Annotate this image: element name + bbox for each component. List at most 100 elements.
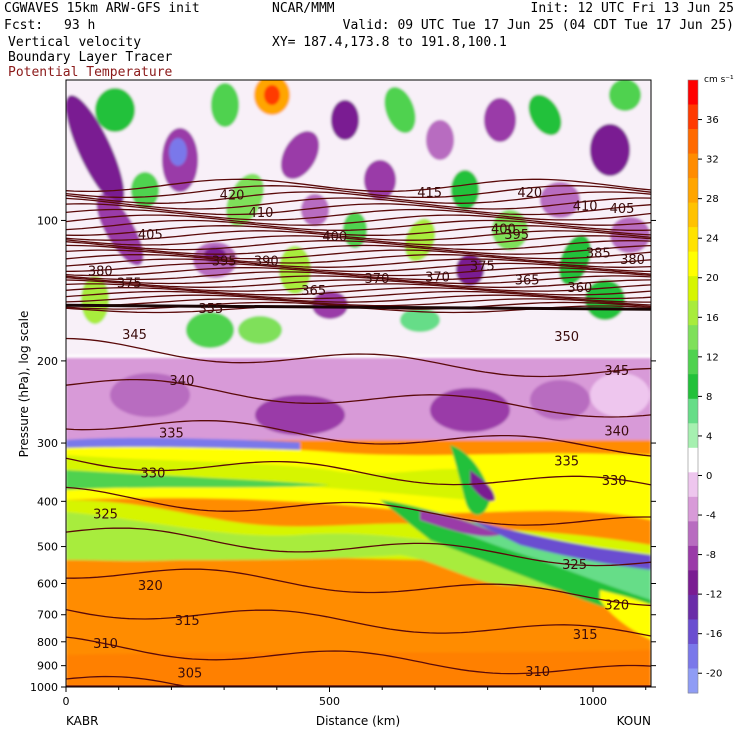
y-tick-label: 1000 — [30, 681, 58, 694]
theta-label: 400 — [491, 222, 516, 237]
header-init: Init: 12 UTC Fri 13 Jun 25 — [530, 1, 735, 16]
theta-label: 410 — [573, 200, 598, 215]
colorbar: 36 32 28 24 20 16 12 8 4 0 -4 -8 -12 -16 -20 — [687, 79, 722, 694]
theta-contour-422.5 — [66, 178, 651, 193]
theta-label: 370 — [365, 272, 390, 287]
theta-contour-390 — [66, 249, 651, 260]
colorbar-swatch — [688, 251, 698, 277]
theta-contour-392.5 — [66, 244, 651, 255]
theta-contour-400 — [66, 230, 651, 241]
x-start-station-label: KABR — [66, 714, 98, 728]
header-org: NCAR/MMM — [272, 1, 335, 16]
theta-label: 310 — [93, 637, 118, 652]
theta-label: 345 — [122, 328, 147, 343]
colorbar-tick-label: -20 — [706, 669, 722, 680]
y-tick-label: 800 — [37, 636, 58, 649]
colorbar-swatch — [688, 668, 698, 694]
tropopause-line — [66, 303, 651, 311]
theta-contour-377.5 — [66, 271, 651, 281]
x-tick-label: 1000 — [579, 695, 607, 708]
colorbar-tick-label: 8 — [706, 392, 712, 403]
colorbar-swatch — [688, 153, 698, 179]
theta-contour-345 — [66, 378, 651, 418]
theta-contour-305 — [66, 675, 651, 687]
colorbar-swatch — [688, 447, 698, 473]
x-end-station-label: KOUN — [617, 714, 651, 728]
theta-contour-415 — [66, 197, 651, 210]
y-axis-label: Pressure (hPa), log scale — [17, 311, 31, 458]
theta-label: 325 — [93, 508, 118, 523]
colorbar-tick-label: 36 — [706, 115, 719, 126]
colorbar-tick-label: -8 — [706, 550, 716, 561]
colorbar-swatch — [688, 80, 698, 106]
y-tick-label: 500 — [37, 541, 58, 554]
theta-label: 345 — [604, 364, 629, 379]
colorbar-tick-label: -12 — [706, 590, 722, 601]
theta-label: 305 — [177, 666, 202, 681]
colorbar-swatch — [688, 276, 698, 302]
colorbar-swatch — [688, 619, 698, 645]
theta-contour-372.5 — [66, 279, 651, 289]
theta-contour-340 — [66, 420, 651, 457]
header-valid: Valid: 09 UTC Tue 17 Jun 25 (04 CDT Tue … — [342, 18, 734, 33]
colorbar-tick-label: 4 — [706, 431, 712, 442]
colorbar-swatch — [688, 423, 698, 449]
theta-contour-365 — [66, 290, 651, 300]
theta-label: 395 — [212, 255, 237, 270]
y-tick-label: 100 — [37, 214, 58, 227]
plot-frame — [65, 79, 652, 688]
header-fcst-label: Fcst: — [4, 18, 44, 33]
y-tick-label: 200 — [37, 355, 58, 368]
theta-contour-310 — [66, 636, 651, 675]
theta-contour-387.5 — [66, 253, 651, 264]
x-tick-label: 0 — [63, 695, 70, 708]
theta-label: 335 — [554, 455, 579, 470]
theta-contour-375 — [66, 275, 651, 285]
theta-contour-325 — [66, 527, 651, 567]
theta-label: 340 — [604, 425, 629, 440]
header-field-vertical-velocity: Vertical velocity — [8, 35, 142, 50]
theta-label: 365 — [301, 284, 326, 299]
colorbar-tick-label: -4 — [706, 511, 716, 522]
theta-contour-320 — [66, 568, 651, 607]
theta-label: 395 — [504, 228, 529, 243]
theta-contour-385 — [66, 258, 651, 268]
theta-contour-417.5 — [66, 191, 651, 204]
colorbar-tick-label: 16 — [706, 313, 719, 324]
theta-contour-330 — [66, 486, 651, 526]
theta-contour-382.5 — [66, 262, 651, 273]
theta-label: 420 — [220, 189, 245, 204]
theta-contour-395 — [66, 240, 651, 251]
theta-contour-410 — [66, 208, 651, 221]
theta-contour-402.5 — [66, 225, 651, 236]
colorbar-tick-label: 20 — [706, 273, 719, 284]
theta-label: 330 — [602, 474, 627, 489]
theta-label: 380 — [620, 253, 645, 268]
colorbar-swatch — [688, 104, 698, 130]
vertical-velocity-shading — [66, 80, 651, 687]
header-xy: XY= 187.4,173.8 to 191.8,100.1 — [272, 35, 507, 50]
theta-label: 330 — [141, 467, 166, 482]
theta-label: 380 — [88, 264, 113, 279]
header-field-potential-temperature: Potential Temperature — [8, 65, 173, 80]
y-tick-label: 900 — [37, 660, 58, 673]
theta-contour-420 — [66, 185, 651, 199]
colorbar-tick-label: -16 — [706, 629, 722, 640]
potential-temperature-contours — [66, 178, 651, 687]
theta-label: 385 — [586, 246, 611, 261]
y-tick-label: 400 — [37, 495, 58, 508]
colorbar-tick-label: 32 — [706, 155, 719, 166]
theta-contour-315 — [66, 608, 651, 637]
colorbar-frame — [687, 79, 699, 694]
header-fcst-value: 93 h — [64, 18, 96, 33]
theta-label: 320 — [138, 579, 163, 594]
colorbar-swatch — [688, 178, 698, 204]
colorbar-tick-label: 24 — [706, 234, 719, 245]
colorbar-tick-label: 0 — [706, 471, 712, 482]
theta-contour-407.5 — [66, 214, 651, 226]
colorbar-swatch — [688, 521, 698, 547]
theta-label: 410 — [249, 206, 274, 221]
theta-label: 405 — [138, 228, 163, 243]
colorbar-swatch — [688, 472, 698, 498]
